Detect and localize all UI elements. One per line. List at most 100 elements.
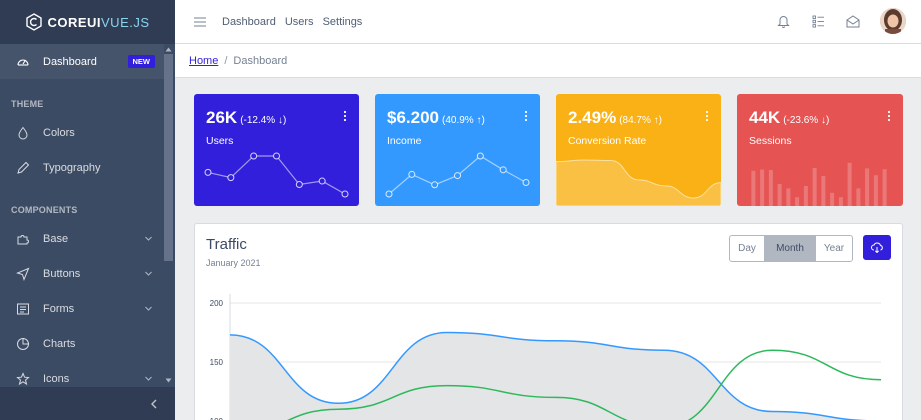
sidebar-item-base[interactable]: Base — [0, 221, 175, 256]
period-day-button[interactable]: Day — [730, 236, 765, 261]
sparkline-bar — [847, 162, 852, 206]
widget-sparkline — [385, 152, 530, 198]
envelope-open-icon[interactable] — [846, 14, 860, 28]
sparkline-point — [499, 166, 507, 174]
sparkline-bar — [882, 169, 887, 206]
series-area — [230, 332, 855, 420]
sidebar-item-colors[interactable]: Colors — [0, 115, 175, 150]
sparkline-bar — [786, 188, 791, 206]
widget-change: (-12.4% ↓) — [240, 115, 287, 126]
breadcrumb-home-link[interactable]: Home — [189, 54, 219, 67]
sidebar-item-forms[interactable]: Forms — [0, 291, 175, 326]
widget-label: Income — [387, 135, 422, 147]
sidebar-item-label: Base — [43, 232, 69, 245]
sparkline-point — [385, 190, 393, 198]
new-badge: NEW — [127, 55, 155, 68]
section-title-theme: THEME — [11, 99, 44, 109]
y-tick-label: 200 — [210, 299, 224, 308]
sidebar-item-charts[interactable]: Charts — [0, 326, 175, 361]
chevron-down-icon — [145, 271, 152, 276]
brand-name: COREUIVUE.JS — [47, 14, 150, 30]
sparkline-area — [556, 159, 721, 206]
chevron-down-icon — [145, 236, 152, 241]
series-line-0 — [229, 331, 867, 420]
widget-sparkline — [556, 159, 721, 206]
scroll-up-arrow-icon[interactable] — [164, 45, 173, 54]
sparkline-bar — [795, 197, 800, 206]
sparkline-bar — [751, 170, 756, 206]
sparkline-point — [204, 168, 212, 176]
pencil-icon — [16, 161, 30, 175]
sparkline-point — [318, 177, 326, 185]
puzzle-icon — [16, 232, 30, 246]
star-icon — [16, 371, 30, 386]
widget-label: Conversion Rate — [568, 135, 647, 147]
sidebar-item-label: Typography — [43, 161, 101, 174]
widget-sparkline — [204, 152, 349, 198]
scroll-down-arrow-icon[interactable] — [164, 376, 173, 385]
sparkline-point — [476, 152, 484, 160]
avatar[interactable] — [880, 8, 906, 34]
sidebar-item-label: Buttons — [43, 267, 81, 280]
period-year-button[interactable]: Year — [823, 243, 845, 254]
widget-card-users: 26K (-12.4% ↓) Users — [194, 94, 359, 206]
y-tick-label: 150 — [210, 358, 224, 367]
more-vertical-icon[interactable] — [524, 110, 528, 122]
sparkline-point — [273, 152, 280, 160]
sparkline-point — [295, 181, 303, 188]
sidebar-item-icons[interactable]: Icons — [0, 361, 175, 396]
widget-label: Users — [206, 135, 234, 147]
chart-pie-icon — [16, 337, 30, 351]
breadcrumb: Home / Dashboard — [175, 44, 921, 78]
traffic-title: Traffic — [206, 236, 247, 253]
header-nav: Dashboard Users Settings — [222, 16, 362, 28]
chevron-down-icon — [145, 376, 152, 381]
sidebar-minimizer[interactable] — [0, 387, 175, 420]
sidebar-scrollbar[interactable] — [164, 44, 175, 387]
sidebar-item-label: Icons — [43, 372, 70, 385]
sidebar-item-typography[interactable]: Typography — [0, 150, 175, 185]
sparkline-bar — [821, 176, 826, 206]
sparkline-point — [250, 152, 258, 160]
scroll-thumb[interactable] — [164, 54, 173, 261]
more-vertical-icon[interactable] — [705, 110, 709, 122]
sparkline-point — [227, 174, 235, 182]
more-vertical-icon[interactable] — [343, 110, 347, 122]
sidebar-item-label: Charts — [43, 337, 76, 350]
download-button[interactable] — [863, 235, 891, 260]
header-link-users[interactable]: Users — [284, 15, 314, 28]
sparkline-bar — [830, 192, 835, 206]
traffic-chart: 200 150 100 — [210, 294, 882, 420]
brand[interactable]: COREUIVUE.JS — [0, 0, 175, 44]
notes-icon — [16, 302, 30, 316]
traffic-subtitle: January 2021 — [206, 258, 261, 268]
sidebar-item-label: Forms — [43, 302, 75, 315]
header-link-settings[interactable]: Settings — [322, 15, 363, 28]
period-month-button[interactable]: Month — [765, 236, 816, 261]
breadcrumb-separator: / — [224, 54, 228, 67]
drop-icon — [16, 126, 30, 140]
widget-sparkline — [751, 162, 887, 206]
sparkline-bar — [777, 184, 782, 206]
breadcrumb-current: Dashboard — [233, 54, 288, 67]
sidebar-item-buttons[interactable]: Buttons — [0, 256, 175, 291]
sidebar: COREUIVUE.JS Dashboard NEW THEME Colors … — [0, 0, 175, 420]
bell-icon[interactable] — [776, 14, 790, 28]
sidebar-nav: Dashboard NEW THEME Colors Typography CO… — [0, 44, 175, 396]
cloud-download-icon — [871, 242, 883, 253]
sparkline-bar — [760, 169, 765, 206]
sparkline-point — [522, 178, 530, 186]
section-title-components: COMPONENTS — [11, 205, 78, 215]
sparkline-point — [431, 181, 439, 189]
series-line-1 — [287, 349, 882, 420]
sparkline-bar — [865, 168, 870, 206]
sidebar-item-dashboard[interactable]: Dashboard NEW — [0, 44, 175, 79]
menu-toggle-icon[interactable] — [194, 17, 206, 27]
sparkline-bar — [768, 170, 773, 206]
header-link-dashboard[interactable]: Dashboard — [222, 15, 276, 28]
more-vertical-icon[interactable] — [887, 110, 891, 122]
speedometer-icon — [16, 55, 30, 69]
task-list-icon[interactable] — [811, 14, 825, 28]
widget-value: 26K — [206, 108, 238, 127]
sidebar-item-label: Dashboard — [43, 55, 97, 68]
